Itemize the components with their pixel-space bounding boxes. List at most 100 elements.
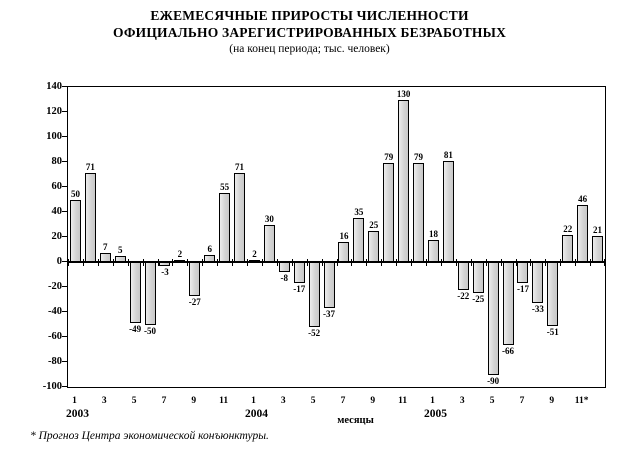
x-axis-month-label: 5 (131, 396, 137, 406)
y-axis-tick (62, 361, 67, 362)
x-axis-year-label: 2005 (423, 408, 447, 420)
bar-value-label: 81 (443, 149, 453, 160)
x-axis-month-label: 5 (489, 396, 495, 406)
y-axis-tick (62, 261, 67, 262)
x-axis-tick (545, 259, 547, 266)
bar (383, 163, 395, 262)
y-axis-tick-label: -40 (48, 305, 62, 317)
bar-value-label: -3 (161, 266, 169, 277)
y-axis-tick-label: -100 (42, 380, 62, 392)
x-axis-tick (217, 259, 219, 266)
bar (129, 262, 141, 324)
bar-value-label: 25 (369, 219, 379, 230)
bar (562, 234, 574, 262)
x-axis-tick (440, 259, 442, 266)
bar-value-label: 71 (85, 162, 95, 173)
bar (84, 173, 96, 262)
chart-subtitle: (на конец периода; тыс. человек) (229, 43, 390, 55)
bar (472, 262, 484, 294)
x-axis-month-label: 3 (280, 396, 286, 406)
footnote: * Прогноз Центра экономической конъюнкту… (30, 430, 269, 442)
x-axis-tick (530, 259, 532, 266)
x-axis-tick (351, 259, 353, 266)
x-axis-tick (306, 259, 308, 266)
x-axis-month-label: 9 (191, 396, 197, 406)
bar (457, 262, 469, 290)
chart-title-line2: ОФИЦИАЛЬНО ЗАРЕГИСТРИРОВАННЫХ БЕЗРАБОТНЫ… (112, 25, 507, 40)
x-axis-tick (396, 259, 398, 266)
bar-value-label: 22 (563, 223, 573, 234)
x-axis-tick (112, 259, 114, 266)
x-axis-tick (142, 259, 144, 266)
bar (144, 262, 156, 325)
bar-value-label: 55 (220, 182, 230, 193)
x-axis-month-label: 11* (574, 396, 589, 406)
y-axis-tick (62, 336, 67, 337)
y-axis-tick-label: -80 (48, 355, 62, 367)
x-axis-tick (261, 259, 263, 266)
bar-value-label: 71 (235, 162, 245, 173)
bar-value-label: 18 (428, 228, 438, 239)
bar-value-label: -90 (487, 375, 500, 386)
bar-value-label: 5 (117, 244, 123, 255)
bar (442, 160, 454, 262)
bar-value-label: -49 (129, 324, 142, 335)
bar-value-label: -37 (323, 309, 336, 320)
bar (248, 259, 260, 262)
x-axis-month-label: 1 (251, 396, 256, 406)
bar-value-label: -17 (293, 284, 306, 295)
x-axis-month-label: 7 (340, 396, 346, 406)
y-axis-tick (62, 111, 67, 112)
x-axis-tick (247, 259, 248, 266)
x-axis-tick (575, 259, 577, 266)
bar (234, 173, 246, 262)
y-axis-tick (62, 236, 67, 237)
x-axis-tick (157, 259, 159, 266)
bar-value-label: 130 (396, 88, 411, 99)
x-axis-month-label: 3 (459, 396, 465, 406)
y-axis-tick-label: 0 (56, 255, 62, 267)
y-axis-tick-label: 140 (46, 80, 62, 92)
x-axis-tick (500, 259, 502, 266)
x-axis-tick (485, 259, 487, 266)
y-axis-tick-label: 60 (51, 180, 63, 192)
y-axis-tick (62, 386, 67, 387)
x-axis-tick (455, 259, 457, 266)
x-axis-tick (560, 259, 562, 266)
y-axis-tick-label: 80 (51, 155, 63, 167)
bar-value-label: -17 (516, 284, 529, 295)
x-axis-tick (366, 259, 368, 266)
bar (99, 253, 111, 262)
y-axis-tick-label: 100 (46, 130, 62, 142)
plot-area: 50 71 7 5 -49 -50 -3 2 -27 6 55 71 2 30 -8 -17 -52 -37 16 3… (67, 86, 606, 388)
x-axis-month-label: 1 (430, 396, 435, 406)
x-axis-tick (232, 259, 234, 266)
y-axis-tick-label: 40 (51, 205, 63, 217)
x-axis-tick (590, 259, 592, 266)
x-axis-title: месяцы (337, 415, 374, 426)
bar (69, 199, 81, 262)
bar (308, 262, 320, 327)
y-axis-tick (62, 286, 67, 287)
bar-value-label: -25 (472, 294, 485, 305)
bar (323, 262, 335, 309)
x-axis-month-label: 11 (398, 396, 408, 406)
bar-value-label: 16 (339, 231, 349, 241)
x-axis-tick (187, 259, 189, 266)
bar-value-label: -22 (457, 290, 470, 301)
x-axis-month-label: 3 (101, 396, 107, 406)
x-axis-month-label: 7 (519, 396, 525, 406)
y-axis-tick-label: -60 (48, 330, 62, 342)
bar-value-label: 7 (103, 242, 108, 253)
bar-value-label: 2 (252, 248, 257, 259)
y-axis-tick (62, 161, 67, 162)
x-axis-tick (202, 259, 204, 266)
y-axis-tick (62, 136, 67, 137)
x-axis-month-label: 5 (310, 396, 316, 406)
bar (517, 262, 529, 284)
x-axis-tick (172, 259, 174, 266)
bar (174, 259, 186, 262)
x-axis-tick (515, 259, 517, 266)
y-axis-tick-label: 120 (46, 105, 62, 117)
bar-value-label: 6 (207, 243, 212, 254)
